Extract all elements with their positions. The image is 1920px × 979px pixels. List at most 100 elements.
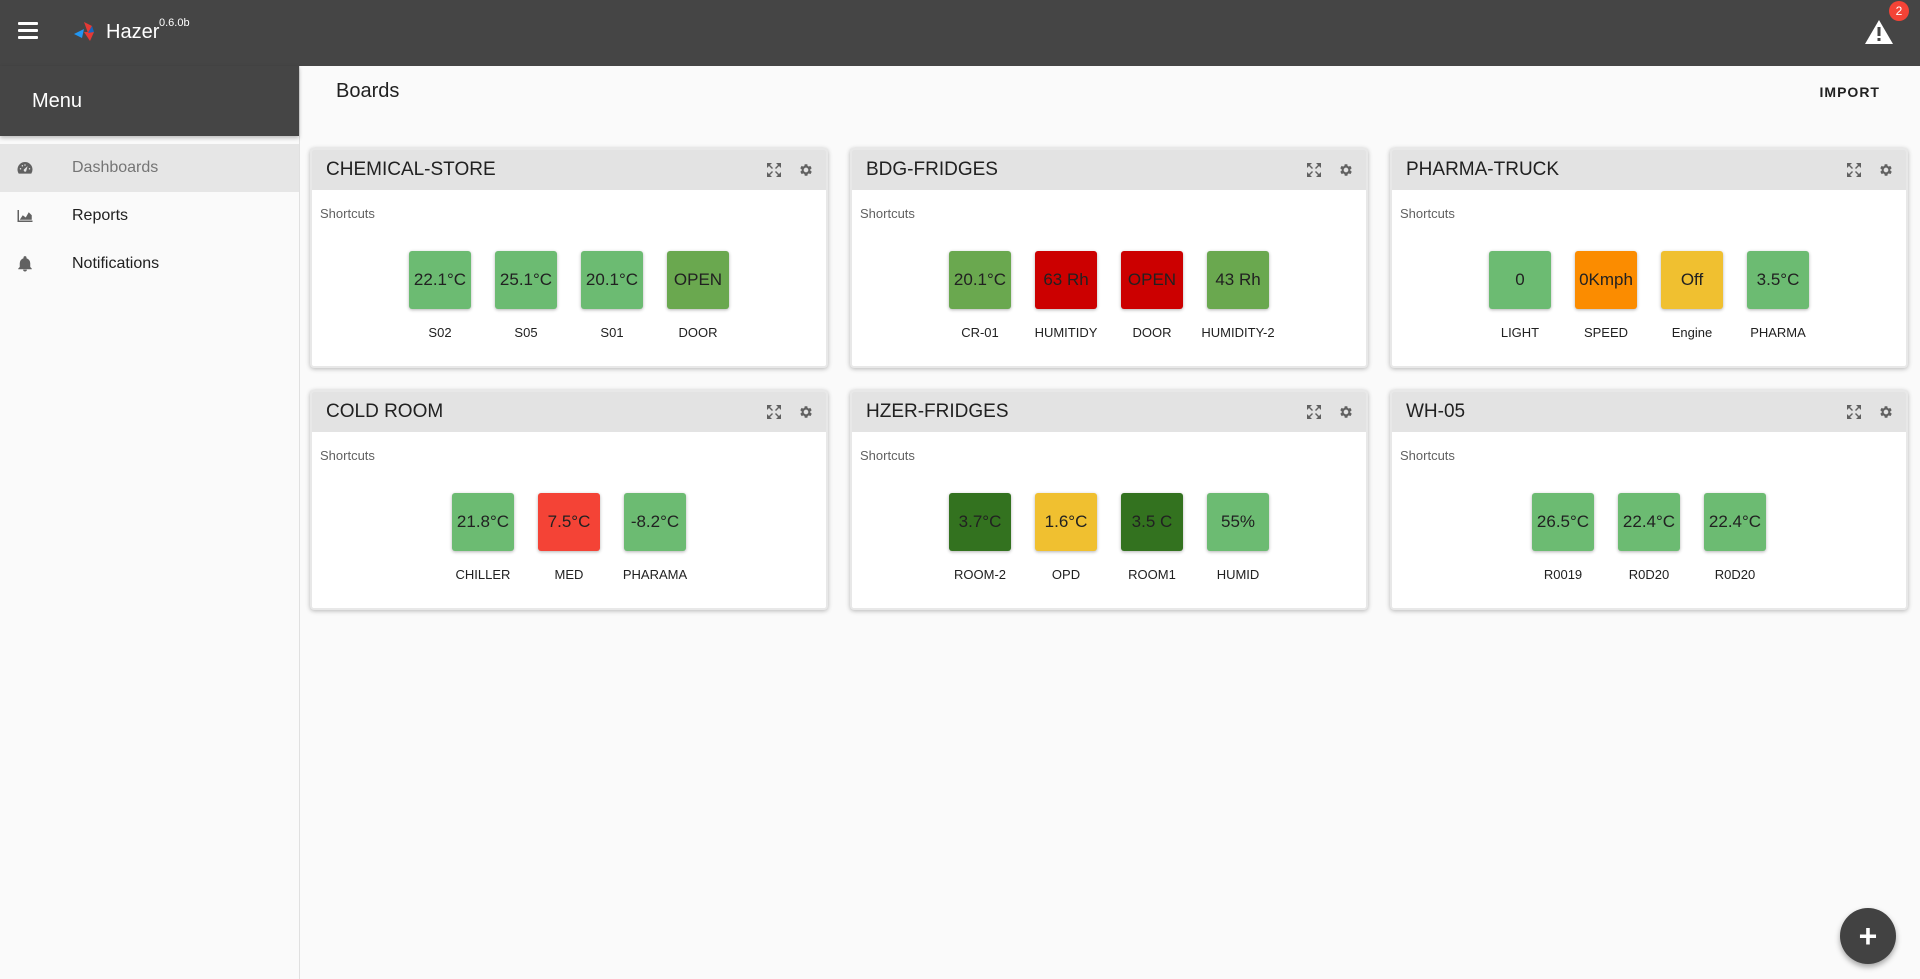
board-title[interactable]: HZER-FRIDGES bbox=[866, 401, 1009, 422]
shortcut-value: OPEN bbox=[1121, 251, 1183, 309]
shortcut-label: S01 bbox=[600, 325, 624, 340]
shortcut-tile[interactable]: 3.5 C ROOM1 bbox=[1121, 493, 1183, 582]
board-title[interactable]: BDG-FRIDGES bbox=[866, 159, 998, 180]
shortcut-label: PHARMA bbox=[1750, 325, 1806, 340]
gear-icon[interactable] bbox=[1878, 162, 1894, 178]
warning-icon[interactable] bbox=[1864, 18, 1894, 46]
shortcut-tile[interactable]: 3.5°C PHARMA bbox=[1747, 251, 1809, 340]
shortcut-value: 63 Rh bbox=[1035, 251, 1097, 309]
board-title[interactable]: COLD ROOM bbox=[326, 401, 444, 422]
hamburger-menu-icon[interactable] bbox=[18, 22, 38, 40]
app-version: 0.6.0b bbox=[159, 17, 190, 29]
shortcut-tile[interactable]: OPEN DOOR bbox=[1121, 251, 1183, 340]
shortcut-label: S02 bbox=[428, 325, 452, 340]
shortcut-value: 43 Rh bbox=[1207, 251, 1269, 309]
import-button[interactable]: IMPORT bbox=[1819, 84, 1880, 100]
shortcut-label: ROOM1 bbox=[1128, 567, 1176, 582]
shortcut-tile[interactable]: 43 Rh HUMIDITY-2 bbox=[1201, 251, 1275, 340]
dashboard-icon bbox=[0, 159, 72, 177]
shortcut-tile[interactable]: 7.5°C MED bbox=[538, 493, 600, 582]
sidebar-nav: Dashboards Reports Notifications bbox=[0, 144, 299, 288]
shortcut-value: 26.5°C bbox=[1532, 493, 1594, 551]
shortcut-label: DOOR bbox=[678, 325, 718, 340]
sidebar-item-label: Notifications bbox=[72, 255, 160, 272]
shortcut-tiles: 21.8°C CHILLER 7.5°C MED -8.2°C PHARAMA bbox=[312, 493, 826, 582]
shortcut-label: HUMITIDY bbox=[1034, 325, 1098, 340]
shortcut-label: PHARAMA bbox=[622, 567, 688, 582]
shortcut-tile[interactable]: 25.1°C S05 bbox=[495, 251, 557, 340]
board-card[interactable]: WH-05 Shortcuts 26.5°C R0019 22.4°C R0D2… bbox=[1390, 390, 1908, 610]
plus-icon: + bbox=[1858, 918, 1878, 954]
shortcut-tile[interactable]: 20.1°C S01 bbox=[581, 251, 643, 340]
add-board-button[interactable]: + bbox=[1840, 908, 1896, 964]
fullscreen-icon[interactable] bbox=[1306, 162, 1322, 178]
shortcut-value: 0 bbox=[1489, 251, 1551, 309]
shortcut-tile[interactable]: 0 LIGHT bbox=[1489, 251, 1551, 340]
shortcuts-label: Shortcuts bbox=[1400, 206, 1455, 221]
gear-icon[interactable] bbox=[1878, 404, 1894, 420]
board-card[interactable]: CHEMICAL-STORE Shortcuts 22.1°C S02 25.1… bbox=[310, 148, 828, 368]
board-title[interactable]: CHEMICAL-STORE bbox=[326, 159, 496, 180]
board-card[interactable]: BDG-FRIDGES Shortcuts 20.1°C CR-01 63 Rh… bbox=[850, 148, 1368, 368]
sidebar: Menu Dashboards Reports Notifications bbox=[0, 66, 300, 979]
shortcut-tile[interactable]: 26.5°C R0019 bbox=[1532, 493, 1594, 582]
shortcut-value: 22.1°C bbox=[409, 251, 471, 309]
board-card[interactable]: PHARMA-TRUCK Shortcuts 0 LIGHT 0Kmph SPE… bbox=[1390, 148, 1908, 368]
shortcut-tile[interactable]: Off Engine bbox=[1661, 251, 1723, 340]
shortcut-value: 22.4°C bbox=[1704, 493, 1766, 551]
board-card[interactable]: HZER-FRIDGES Shortcuts 3.7°C ROOM-2 1.6°… bbox=[850, 390, 1368, 610]
shortcut-label: CHILLER bbox=[455, 567, 511, 582]
fullscreen-icon[interactable] bbox=[1846, 162, 1862, 178]
gear-icon[interactable] bbox=[798, 404, 814, 420]
gear-icon[interactable] bbox=[1338, 404, 1354, 420]
app-title: Hazer bbox=[106, 21, 160, 43]
shortcut-tile[interactable]: 63 Rh HUMITIDY bbox=[1035, 251, 1097, 340]
fullscreen-icon[interactable] bbox=[1306, 404, 1322, 420]
shortcut-tile[interactable]: 21.8°C CHILLER bbox=[452, 493, 514, 582]
shortcut-value: 25.1°C bbox=[495, 251, 557, 309]
fullscreen-icon[interactable] bbox=[766, 162, 782, 178]
shortcut-tile[interactable]: 20.1°C CR-01 bbox=[949, 251, 1011, 340]
shortcut-tile[interactable]: 22.4°C R0D20 bbox=[1618, 493, 1680, 582]
shortcut-label: R0019 bbox=[1543, 567, 1583, 582]
shortcut-label: R0D20 bbox=[1714, 567, 1756, 582]
gear-icon[interactable] bbox=[798, 162, 814, 178]
shortcut-label: HUMIDITY-2 bbox=[1201, 325, 1275, 340]
shortcut-tile[interactable]: 55% HUMID bbox=[1207, 493, 1269, 582]
fullscreen-icon[interactable] bbox=[1846, 404, 1862, 420]
board-header: CHEMICAL-STORE bbox=[312, 150, 826, 190]
shortcut-tile[interactable]: OPEN DOOR bbox=[667, 251, 729, 340]
board-title[interactable]: WH-05 bbox=[1406, 401, 1466, 422]
shortcut-value: 7.5°C bbox=[538, 493, 600, 551]
board-title[interactable]: PHARMA-TRUCK bbox=[1406, 159, 1560, 180]
shortcut-label: Engine bbox=[1671, 325, 1713, 340]
shortcut-label: OPD bbox=[1051, 567, 1081, 582]
shortcut-label: R0D20 bbox=[1628, 567, 1670, 582]
shortcuts-label: Shortcuts bbox=[320, 206, 375, 221]
gear-icon[interactable] bbox=[1338, 162, 1354, 178]
shortcut-label: MED bbox=[554, 567, 584, 582]
shortcut-tiles: 20.1°C CR-01 63 Rh HUMITIDY OPEN DOOR 43… bbox=[852, 251, 1366, 340]
shortcut-label: S05 bbox=[514, 325, 538, 340]
alert-count-badge: 2 bbox=[1889, 1, 1909, 21]
shortcut-tile[interactable]: -8.2°C PHARAMA bbox=[622, 493, 688, 582]
sidebar-item-label: Dashboards bbox=[72, 159, 159, 176]
shortcut-tile[interactable]: 0Kmph SPEED bbox=[1575, 251, 1637, 340]
shortcut-tiles: 26.5°C R0019 22.4°C R0D20 22.4°C R0D20 bbox=[1392, 493, 1906, 582]
top-app-bar: Hazer 0.6.0b 2 bbox=[0, 0, 1920, 66]
shortcut-tile[interactable]: 22.4°C R0D20 bbox=[1704, 493, 1766, 582]
main-content: Boards IMPORT CHEMICAL-STORE Shortcuts 2… bbox=[300, 66, 1920, 979]
hazer-logo bbox=[74, 22, 94, 41]
board-header: PHARMA-TRUCK bbox=[1392, 150, 1906, 190]
board-card[interactable]: COLD ROOM Shortcuts 21.8°C CHILLER 7.5°C… bbox=[310, 390, 828, 610]
fullscreen-icon[interactable] bbox=[766, 404, 782, 420]
sidebar-item-notifications[interactable]: Notifications bbox=[0, 240, 299, 288]
shortcuts-label: Shortcuts bbox=[860, 206, 915, 221]
shortcut-tile[interactable]: 1.6°C OPD bbox=[1035, 493, 1097, 582]
shortcut-tile[interactable]: 22.1°C S02 bbox=[409, 251, 471, 340]
shortcut-tile[interactable]: 3.7°C ROOM-2 bbox=[949, 493, 1011, 582]
sidebar-item-dashboards[interactable]: Dashboards bbox=[0, 144, 299, 192]
shortcut-value: 21.8°C bbox=[452, 493, 514, 551]
shortcut-label: LIGHT bbox=[1500, 325, 1540, 340]
sidebar-item-reports[interactable]: Reports bbox=[0, 192, 299, 240]
